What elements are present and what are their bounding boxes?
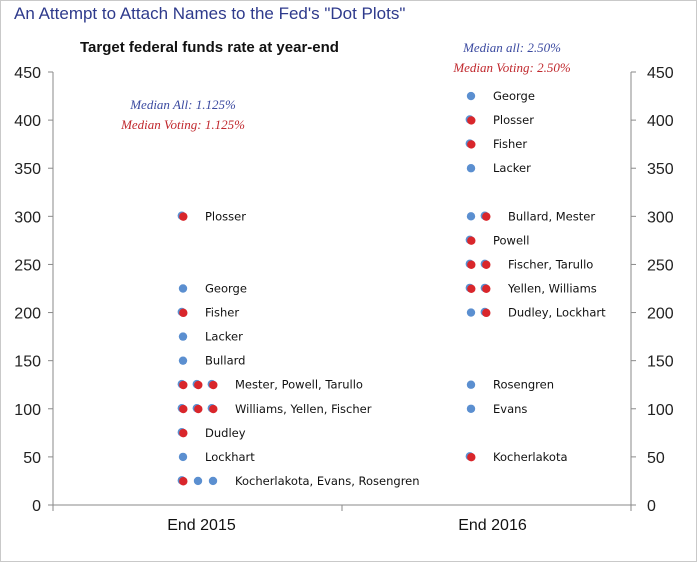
- voting-member-dot: [467, 236, 476, 245]
- member-label: Kocherlakota, Evans, Rosengren: [235, 474, 420, 488]
- voting-member-dot: [179, 404, 188, 414]
- y-tick-label-right: 300: [647, 209, 674, 226]
- y-tick-label-left: 400: [14, 113, 41, 130]
- y-tick-label-left: 300: [14, 209, 41, 226]
- non-voting-member-dot: [193, 476, 203, 486]
- voting-member-dot: [467, 140, 476, 149]
- voting-member-dot: [209, 380, 218, 390]
- voting-member-dot: [194, 380, 203, 390]
- non-voting-member-dot: [466, 91, 476, 101]
- non-voting-member-dot: [466, 404, 476, 413]
- member-label: Kocherlakota: [493, 450, 568, 464]
- member-label: Fischer, Tarullo: [508, 257, 593, 271]
- member-label: Lockhart: [205, 450, 255, 464]
- median-annotation: Median Voting: 1.125%: [120, 117, 245, 132]
- median-annotation: Median Voting: 2.50%: [452, 60, 571, 75]
- non-voting-member-dot: [466, 212, 476, 221]
- y-tick-label-left: 100: [14, 402, 41, 419]
- non-voting-member-dot: [178, 284, 188, 293]
- y-tick-label-left: 450: [14, 65, 41, 82]
- member-label: Bullard: [205, 354, 245, 368]
- member-label: Yellen, Williams: [507, 282, 597, 296]
- non-voting-member-dot: [466, 164, 476, 173]
- non-voting-member-dot: [466, 380, 476, 389]
- member-label: Fisher: [205, 306, 239, 320]
- voting-member-dot: [467, 260, 476, 269]
- median-annotation: Median all: 2.50%: [462, 40, 561, 55]
- non-voting-member-dot: [178, 452, 188, 462]
- voting-member-dot: [467, 284, 476, 293]
- member-label: Bullard, Mester: [508, 209, 595, 223]
- page-title: An Attempt to Attach Names to the Fed's …: [14, 4, 406, 23]
- member-label: Lacker: [493, 161, 531, 175]
- non-voting-member-dot: [178, 356, 188, 365]
- y-tick-label-right: 200: [647, 306, 674, 323]
- category-label: End 2016: [458, 517, 527, 534]
- y-tick-label-left: 50: [23, 450, 41, 467]
- member-label: Mester, Powell, Tarullo: [235, 378, 363, 392]
- y-tick-label-right: 350: [647, 161, 674, 178]
- voting-member-dot: [179, 212, 188, 221]
- y-tick-label-right: 0: [647, 498, 656, 515]
- voting-member-dot: [209, 404, 218, 414]
- non-voting-member-dot: [466, 308, 476, 317]
- voting-member-dot: [194, 404, 203, 414]
- member-label: Powell: [493, 233, 529, 247]
- y-tick-label-left: 150: [14, 354, 41, 371]
- y-tick-label-right: 250: [647, 257, 674, 274]
- member-label: George: [493, 89, 535, 103]
- voting-member-dot: [179, 308, 188, 318]
- member-label: George: [205, 282, 247, 296]
- member-label: Evans: [493, 402, 527, 416]
- member-label: Williams, Yellen, Fischer: [235, 402, 372, 416]
- voting-member-dot: [482, 308, 491, 318]
- y-tick-label-right: 400: [647, 113, 674, 130]
- category-label: End 2015: [167, 517, 236, 534]
- member-label: Dudley: [205, 426, 246, 440]
- y-tick-label-left: 0: [32, 498, 41, 515]
- y-tick-label-right: 450: [647, 65, 674, 82]
- voting-member-dot: [179, 477, 188, 486]
- voting-member-dot: [179, 428, 188, 438]
- voting-member-dot: [467, 452, 476, 462]
- voting-member-dot: [482, 260, 491, 269]
- voting-member-dot: [179, 380, 188, 390]
- y-tick-label-right: 50: [647, 450, 665, 467]
- y-tick-label-left: 200: [14, 306, 41, 323]
- member-label: Plosser: [493, 113, 534, 127]
- y-tick-label-left: 350: [14, 161, 41, 178]
- member-label: Plosser: [205, 209, 246, 223]
- member-label: Lacker: [205, 330, 243, 344]
- non-voting-member-dot: [208, 476, 218, 486]
- y-tick-label-right: 150: [647, 354, 674, 371]
- chart-title: Target federal funds rate at year-end: [80, 39, 339, 56]
- member-label: Dudley, Lockhart: [508, 306, 606, 320]
- voting-member-dot: [467, 116, 476, 125]
- member-label: Fisher: [493, 137, 527, 151]
- member-label: Rosengren: [493, 378, 554, 392]
- non-voting-member-dot: [178, 332, 188, 341]
- y-tick-label-right: 100: [647, 402, 674, 419]
- voting-member-dot: [482, 212, 491, 221]
- median-annotation: Median All: 1.125%: [129, 97, 236, 112]
- voting-member-dot: [482, 284, 491, 293]
- y-tick-label-left: 250: [14, 257, 41, 274]
